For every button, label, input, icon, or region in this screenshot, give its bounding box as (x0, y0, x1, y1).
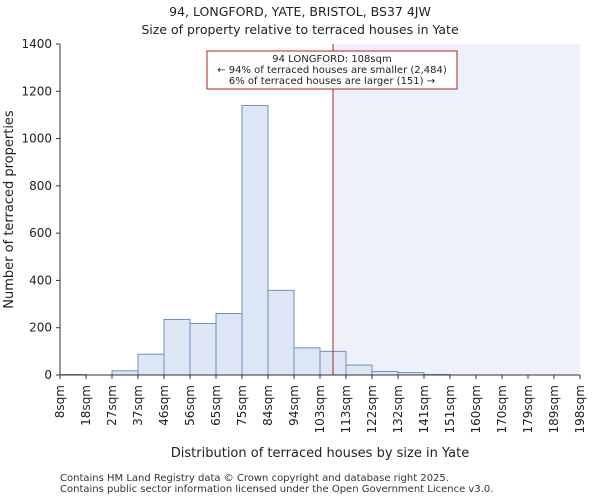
x-tick-label-189sqm: 189sqm (547, 385, 561, 433)
x-tick-label-8sqm: 8sqm (53, 385, 67, 418)
x-tick-label-170sqm: 170sqm (495, 385, 509, 433)
histogram-bar-122sqm (371, 370, 399, 376)
y-tick-label-600: 600 (29, 226, 52, 240)
histogram-bar-27sqm (111, 370, 139, 376)
x-tick-label-160sqm: 160sqm (469, 385, 483, 433)
histogram-bar-65sqm (215, 313, 243, 376)
y-axis-title: Number of terraced properties (2, 110, 17, 309)
x-tick-label-113sqm: 113sqm (339, 385, 353, 433)
x-tick-label-198sqm: 198sqm (573, 385, 587, 433)
x-tick-label-94sqm: 94sqm (287, 385, 301, 426)
y-tick-label-400: 400 (29, 273, 52, 287)
x-tick-label-46sqm: 46sqm (157, 385, 171, 426)
annotation-line-3: 6% of terraced houses are larger (151) → (229, 76, 435, 87)
x-tick-label-37sqm: 37sqm (131, 385, 145, 426)
histogram-bar-46sqm (163, 318, 191, 376)
annotation-box (206, 50, 458, 90)
y-tick-label-1200: 1200 (21, 84, 52, 98)
chart-title: 94, LONGFORD, YATE, BRISTOL, BS37 4JW (169, 4, 431, 19)
histogram-bar-37sqm (137, 353, 165, 376)
chart-subtitle: Size of property relative to terraced ho… (141, 22, 459, 37)
x-tick-label-84sqm: 84sqm (261, 385, 275, 426)
x-tick-label-56sqm: 56sqm (183, 385, 197, 426)
histogram-bar-94sqm (293, 347, 321, 376)
x-tick-label-18sqm: 18sqm (79, 385, 93, 426)
histogram-bar-56sqm (189, 322, 217, 376)
footer-line-1: Contains HM Land Registry data © Crown c… (60, 473, 449, 484)
x-tick-label-179sqm: 179sqm (521, 385, 535, 433)
y-tick-label-1000: 1000 (21, 132, 52, 146)
x-axis-title: Distribution of terraced houses by size … (171, 446, 469, 461)
footer-line-2: Contains public sector information licen… (60, 484, 494, 495)
histogram-chart: 0 200 400 600 800 1000 1200 1400 8sqm 18sqm 27sqm 3… (2, 37, 587, 461)
x-tick-label-122sqm: 122sqm (365, 385, 379, 433)
histogram-bar-84sqm (267, 289, 295, 376)
x-tick-label-141sqm: 141sqm (417, 385, 431, 433)
annotation-line-1: 94 LONGFORD: 108sqm (272, 54, 391, 65)
x-tick-label-103sqm: 103sqm (313, 385, 327, 433)
x-tick-label-65sqm: 65sqm (209, 385, 223, 426)
x-tick-label-132sqm: 132sqm (391, 385, 405, 433)
y-tick-label-1400: 1400 (21, 37, 52, 51)
y-tick-label-0: 0 (44, 368, 52, 382)
larger-region-shade (333, 44, 580, 375)
histogram-bar-75sqm (241, 104, 269, 376)
y-tick-label-800: 800 (29, 179, 52, 193)
x-tick-label-151sqm: 151sqm (443, 385, 457, 433)
annotation-line-2: ← 94% of terraced houses are smaller (2,… (217, 65, 447, 76)
x-tick-label-27sqm: 27sqm (105, 385, 119, 426)
y-tick-label-200: 200 (29, 321, 52, 335)
x-tick-label-75sqm: 75sqm (235, 385, 249, 426)
histogram-bar-113sqm (345, 364, 373, 376)
